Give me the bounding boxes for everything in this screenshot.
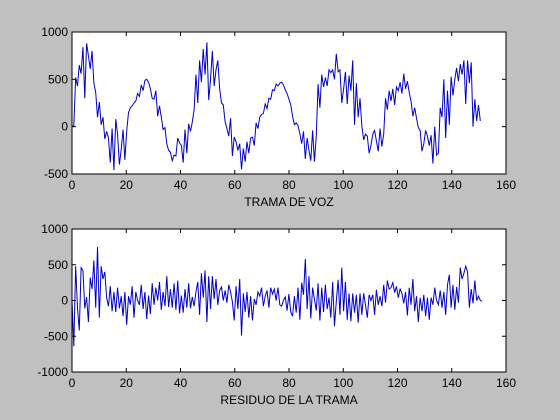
x-tick-label: 100 — [333, 376, 353, 390]
x-tick-label: 60 — [228, 178, 242, 192]
x-axis-label: RESIDUO DE LA TRAMA — [220, 393, 357, 407]
x-tick-label: 160 — [496, 178, 516, 192]
x-tick-label: 80 — [282, 376, 296, 390]
y-tick-label: 500 — [48, 258, 68, 272]
x-tick-label: 120 — [387, 178, 407, 192]
bottom-subplot: 0 20 40 60 80 100 120 140 160 -1000 -500 0 500 1000 RE… — [37, 222, 516, 407]
x-tick-label: 80 — [282, 178, 296, 192]
series-line-0 — [71, 42, 481, 171]
x-tick-label: 40 — [174, 376, 188, 390]
x-tick-label: 40 — [174, 178, 188, 192]
x-tick-label: 100 — [333, 178, 353, 192]
y-tick-label: -1000 — [37, 365, 68, 379]
x-tick-label: 20 — [120, 376, 134, 390]
y-tick-label: 1000 — [41, 25, 68, 39]
x-tick-label: 120 — [387, 376, 407, 390]
x-tick-label: 0 — [69, 178, 76, 192]
x-tick-label: 140 — [442, 376, 462, 390]
y-tick-label: 1000 — [41, 222, 68, 236]
y-tick-label: -500 — [44, 167, 68, 181]
x-tick-label: 140 — [442, 178, 462, 192]
x-tick-label: 0 — [69, 376, 76, 390]
plot-area — [72, 32, 506, 174]
y-tick-label: -500 — [44, 329, 68, 343]
x-tick-label: 20 — [120, 178, 134, 192]
x-tick-label: 60 — [228, 376, 242, 390]
series-line-0 — [71, 246, 483, 347]
x-tick-label: 160 — [496, 376, 516, 390]
y-tick-label: 0 — [61, 120, 68, 134]
x-axis-label: TRAMA DE VOZ — [244, 195, 333, 209]
y-tick-label: 500 — [48, 72, 68, 86]
y-tick-label: 0 — [61, 294, 68, 308]
